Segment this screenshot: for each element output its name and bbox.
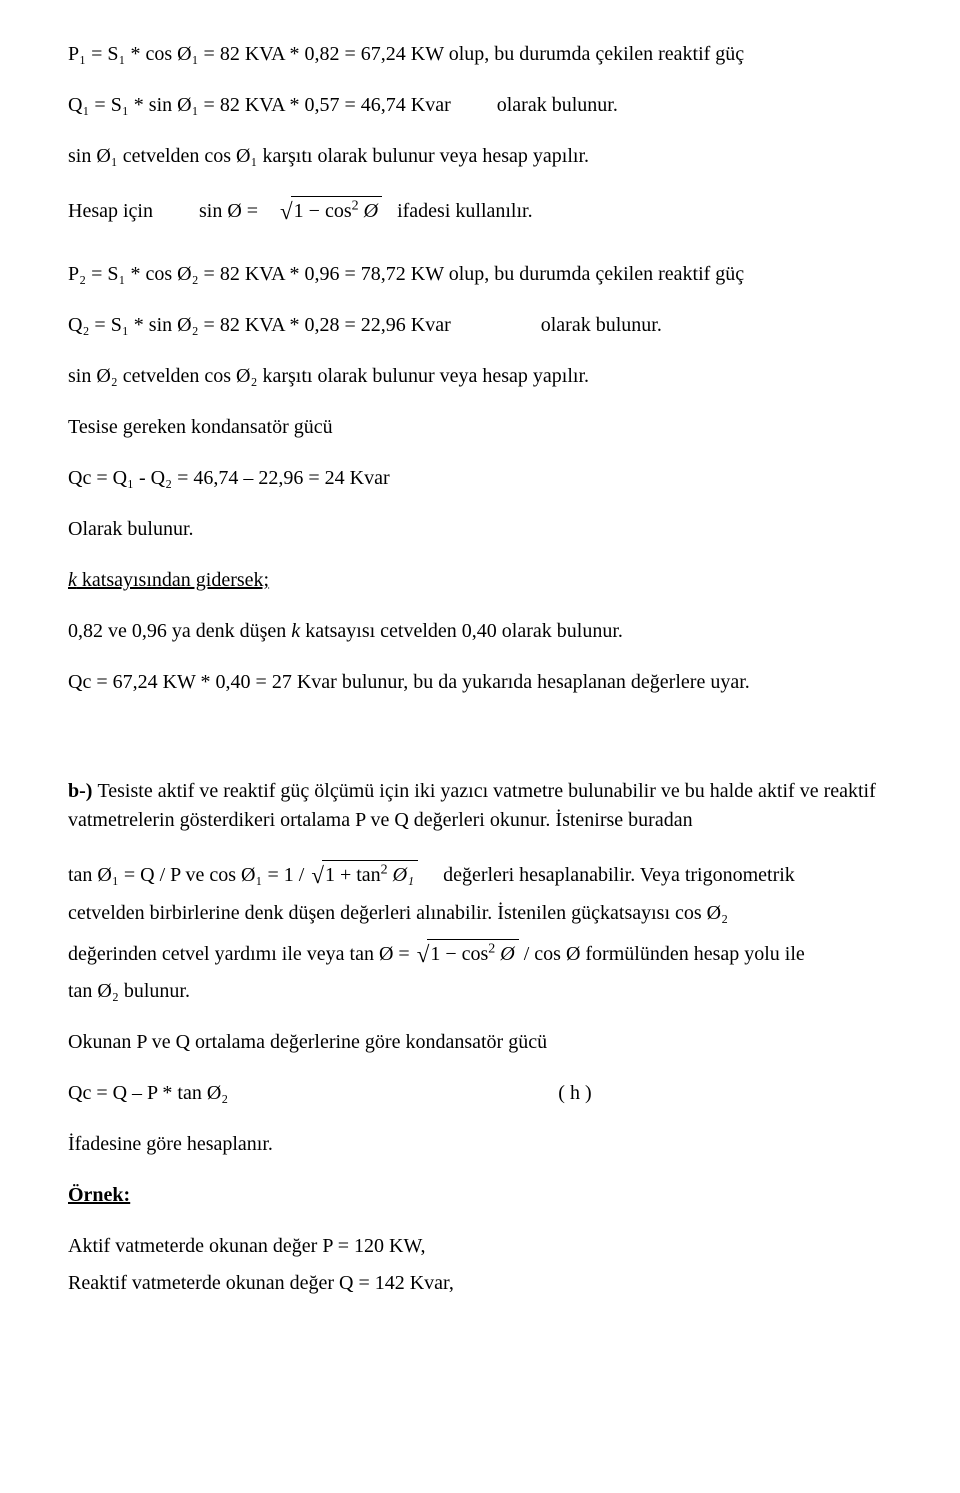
- line-hesap: Hesap için sin Ø = 1 − cos2 Ø ifadesi kul…: [68, 193, 892, 226]
- line-section-b: b-) Tesiste aktif ve reaktif güç ölçümü …: [68, 777, 892, 835]
- k-line-k: k: [291, 620, 300, 642]
- heading-ornek: Örnek:: [68, 1181, 892, 1210]
- tan-sub: Ø₁: [388, 864, 414, 886]
- sqrt-icon: 1 − cos2 Ø: [415, 936, 519, 969]
- k-hdr-pre: k: [68, 569, 77, 591]
- k-hdr-post: katsayısından gidersek;: [77, 569, 269, 591]
- qc-h-expr: Qc = Q – P * tan Ø₂: [68, 1082, 228, 1104]
- tan-line-a: tan Ø₁ = Q / P ve cos Ø₁ = 1 /: [68, 864, 309, 886]
- q1-expr: Q₁ = S₁ * sin Ø₁ = 82 KVA * 0,57 = 46,74…: [68, 94, 451, 116]
- line-q2: Q₂ = S₁ * sin Ø₂ = 82 KVA * 0,28 = 22,96…: [68, 311, 892, 340]
- line-cetvel-b: değerinden cetvel yardımı ile veya tan Ø…: [68, 936, 892, 969]
- hesap-sqrt: 1 − cos: [294, 200, 352, 222]
- qc-h-label: ( h ): [558, 1082, 591, 1104]
- ornek-text: Örnek:: [68, 1184, 130, 1206]
- cetvel-sqrt: 1 − cos: [430, 943, 488, 965]
- line-tesise: Tesise gereken kondansatör gücü: [68, 413, 892, 442]
- cetvel-b-post: / cos Ø formülünden hesap yolu ile: [524, 943, 805, 965]
- hesap-sub: Ø: [359, 200, 378, 222]
- q1-tail: olarak bulunur.: [497, 94, 618, 116]
- line-tan: tan Ø₁ = Q / P ve cos Ø₁ = 1 / 1 + tan2 …: [68, 857, 892, 890]
- line-olarak: Olarak bulunur.: [68, 515, 892, 544]
- cetvel-b-pre: değerinden cetvel yardımı ile veya tan Ø…: [68, 943, 415, 965]
- hesap-post: ifadesi kullanılır.: [397, 200, 533, 222]
- k-line-post: katsayısı cetvelden 0,40 olarak bulunur.: [300, 620, 623, 642]
- line-reaktif: Reaktif vatmeterde okunan değer Q = 142 …: [68, 1269, 892, 1298]
- hesap-pre: Hesap için: [68, 200, 153, 222]
- line-p1: P₁ = S₁ * cos Ø₁ = 82 KVA * 0,82 = 67,24…: [68, 40, 892, 69]
- line-q1: Q₁ = S₁ * sin Ø₁ = 82 KVA * 0,57 = 46,74…: [68, 91, 892, 120]
- sqrt-icon: 1 + tan2 Ø₁: [309, 857, 418, 890]
- cetvel-sub: Ø: [495, 943, 514, 965]
- q2-tail: olarak bulunur.: [541, 314, 662, 336]
- line-p2: P₂ = S₁ * cos Ø₂ = 82 KVA * 0,96 = 78,72…: [68, 260, 892, 289]
- line-qc2: Qc = 67,24 KW * 0,40 = 27 Kvar bulunur, …: [68, 668, 892, 697]
- heading-k: k katsayısından gidersek;: [68, 566, 892, 595]
- k-line-pre: 0,82 ve 0,96 ya denk düşen: [68, 620, 291, 642]
- line-aktif: Aktif vatmeterde okunan değer P = 120 KW…: [68, 1232, 892, 1261]
- line-sin02: sin Ø₂ cetvelden cos Ø₂ karşıtı olarak b…: [68, 362, 892, 391]
- hesap-sup: 2: [352, 198, 359, 213]
- line-qc-h: Qc = Q – P * tan Ø₂ ( h ): [68, 1079, 892, 1108]
- line-tan02: tan Ø₂ bulunur.: [68, 977, 892, 1006]
- line-ifadesine: İfadesine göre hesaplanır.: [68, 1130, 892, 1159]
- tan-sqrt: 1 + tan: [325, 864, 381, 886]
- sqrt-icon: 1 − cos2 Ø: [278, 193, 382, 226]
- hesap-mid: sin Ø =: [199, 200, 258, 222]
- line-k: 0,82 ve 0,96 ya denk düşen k katsayısı c…: [68, 617, 892, 646]
- b-body: Tesiste aktif ve reaktif güç ölçümü için…: [68, 780, 876, 831]
- tan-sup: 2: [381, 863, 388, 878]
- b-lead: b-): [68, 780, 97, 802]
- line-okunan: Okunan P ve Q ortalama değerlerine göre …: [68, 1028, 892, 1057]
- q2-expr: Q₂ = S₁ * sin Ø₂ = 82 KVA * 0,28 = 22,96…: [68, 314, 451, 336]
- line-sin01: sin Ø₁ cetvelden cos Ø₁ karşıtı olarak b…: [68, 142, 892, 171]
- tan-line-b: değerleri hesaplanabilir. Veya trigonome…: [443, 864, 795, 886]
- line-cetvel-a: cetvelden birbirlerine denk düşen değerl…: [68, 899, 892, 928]
- line-qc1: Qc = Q₁ - Q₂ = 46,74 – 22,96 = 24 Kvar: [68, 464, 892, 493]
